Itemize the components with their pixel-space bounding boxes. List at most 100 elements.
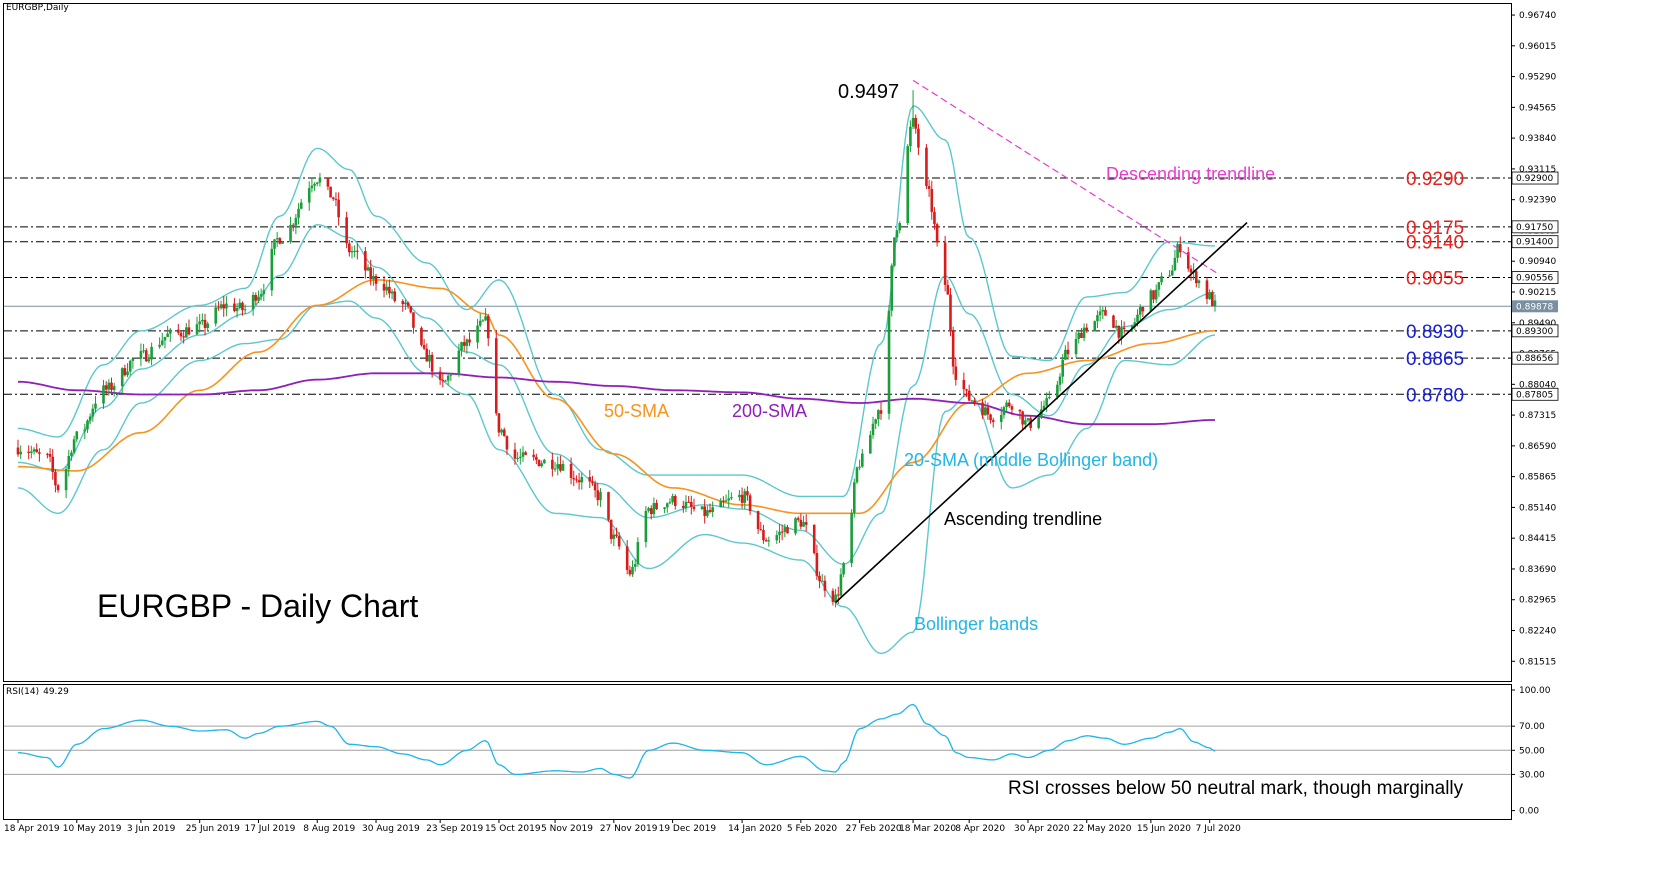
candle-body-9 xyxy=(51,456,55,472)
candle-body-219 xyxy=(836,594,840,596)
rsi-tick-label-2: 50.00 xyxy=(1519,746,1545,756)
candle-body-103 xyxy=(404,302,407,305)
level-badge-text-4: 0.89300 xyxy=(1516,327,1553,337)
current-price-text: 0.89878 xyxy=(1516,302,1553,312)
date-tick-label-14: 27 Feb 2020 xyxy=(846,824,902,834)
candle-body-119 xyxy=(462,342,466,346)
candle-body-116 xyxy=(449,374,453,376)
candle-body-73 xyxy=(291,224,295,226)
candle-body-306 xyxy=(1160,276,1163,283)
candle-body-243 xyxy=(927,185,931,189)
candle-body-89 xyxy=(350,250,354,253)
candle-body-220 xyxy=(839,574,843,596)
candle-body-100 xyxy=(390,291,394,294)
candle-body-247 xyxy=(943,242,947,285)
candle-body-65 xyxy=(259,294,263,297)
price-tick-label-12: 0.88040 xyxy=(1519,380,1556,390)
candle-body-199 xyxy=(762,530,765,541)
date-tick-label-11: 19 Dec 2019 xyxy=(659,824,717,834)
candle-body-164 xyxy=(631,566,634,575)
candle-body-182 xyxy=(700,506,704,510)
candle-body-246 xyxy=(935,224,939,243)
date-tick-label-10: 27 Nov 2019 xyxy=(600,824,658,834)
level-badge-6 xyxy=(1511,387,1559,401)
candle-body-191 xyxy=(730,497,733,499)
sma50-label: 50-SMA xyxy=(604,401,669,421)
candle-body-79 xyxy=(313,183,316,186)
candle-body-188 xyxy=(722,500,725,502)
candle-body-298 xyxy=(1133,322,1137,326)
candle-body-234 xyxy=(893,237,896,266)
level-badge-2 xyxy=(1511,235,1559,249)
candle-body-81 xyxy=(318,177,322,183)
candle-body-239 xyxy=(911,117,915,127)
candle-body-128 xyxy=(497,413,501,433)
candle-body-18 xyxy=(86,420,89,430)
candle-body-52 xyxy=(214,307,218,324)
candle-body-85 xyxy=(334,198,338,200)
candle-body-30 xyxy=(128,360,132,372)
candle-body-16 xyxy=(75,431,79,440)
candle-body-192 xyxy=(738,494,741,498)
candle-body-280 xyxy=(1064,349,1067,360)
candle-body-134 xyxy=(519,456,522,459)
candle-body-283 xyxy=(1077,332,1081,339)
level-badge-0 xyxy=(1511,171,1559,185)
candle-body-98 xyxy=(385,286,389,291)
candle-body-135 xyxy=(521,452,525,457)
candle-body-5 xyxy=(35,449,39,453)
candle-body-228 xyxy=(871,423,875,436)
candle-body-51 xyxy=(206,323,210,328)
candle-body-311 xyxy=(1178,244,1182,253)
price-tick-label-2: 0.95290 xyxy=(1519,73,1556,83)
candle-body-202 xyxy=(775,535,779,541)
candle-body-207 xyxy=(794,518,797,534)
date-tick-label-7: 23 Sep 2019 xyxy=(426,824,483,834)
candle-body-129 xyxy=(500,429,503,433)
candle-body-274 xyxy=(1042,405,1046,410)
candle-body-309 xyxy=(1173,257,1177,271)
candle-body-206 xyxy=(786,527,789,534)
candle-body-106 xyxy=(412,312,415,328)
candle-body-257 xyxy=(981,402,984,416)
level-badge-text-6: 0.87805 xyxy=(1516,390,1553,400)
descending-trendline xyxy=(912,79,1218,275)
price-tick-label-14: 0.86590 xyxy=(1519,442,1556,452)
candle-body-216 xyxy=(823,580,827,591)
level-badge-text-2: 0.91400 xyxy=(1516,238,1553,248)
candle-body-24 xyxy=(107,382,111,390)
price-tick-label-20: 0.82240 xyxy=(1519,626,1556,636)
candle-body-47 xyxy=(195,324,199,335)
current-price-badge xyxy=(1512,300,1558,313)
candle-body-229 xyxy=(874,419,877,424)
candle-body-230 xyxy=(877,410,880,420)
bollinger-middle-line xyxy=(17,223,1216,566)
bollinger-bands xyxy=(17,105,1216,655)
candle-body-69 xyxy=(275,238,279,240)
date-tick-label-9: 5 Nov 2019 xyxy=(541,824,593,834)
candle-body-101 xyxy=(393,291,397,302)
candle-body-102 xyxy=(401,301,405,305)
candle-body-150 xyxy=(577,480,581,483)
candle-body-37 xyxy=(158,344,161,347)
candle-body-32 xyxy=(139,351,143,359)
candle-body-117 xyxy=(457,350,461,375)
candle-body-76 xyxy=(299,202,303,209)
candle-body-289 xyxy=(1098,311,1102,316)
candle-body-93 xyxy=(366,267,370,271)
candle-body-197 xyxy=(756,511,760,530)
candle-body-96 xyxy=(374,275,378,284)
price-axis: 0.96740 0.96015 0.95290 0.94565 0.93840 0.931… xyxy=(1511,11,1559,667)
level-label-4: 0.8930 xyxy=(1406,322,1464,343)
candle-body-158 xyxy=(609,519,613,539)
candle-body-175 xyxy=(671,495,674,503)
candle-body-94 xyxy=(369,267,372,280)
candle-body-84 xyxy=(331,197,335,199)
price-tick-label-6: 0.92390 xyxy=(1519,196,1556,206)
level-label-3: 0.9055 xyxy=(1406,269,1464,290)
candle-body-157 xyxy=(607,492,610,520)
candle-body-227 xyxy=(869,435,872,454)
ascending-trendline-label: Ascending trendline xyxy=(944,509,1102,529)
candle-body-28 xyxy=(123,368,127,376)
candle-body-83 xyxy=(329,186,332,198)
